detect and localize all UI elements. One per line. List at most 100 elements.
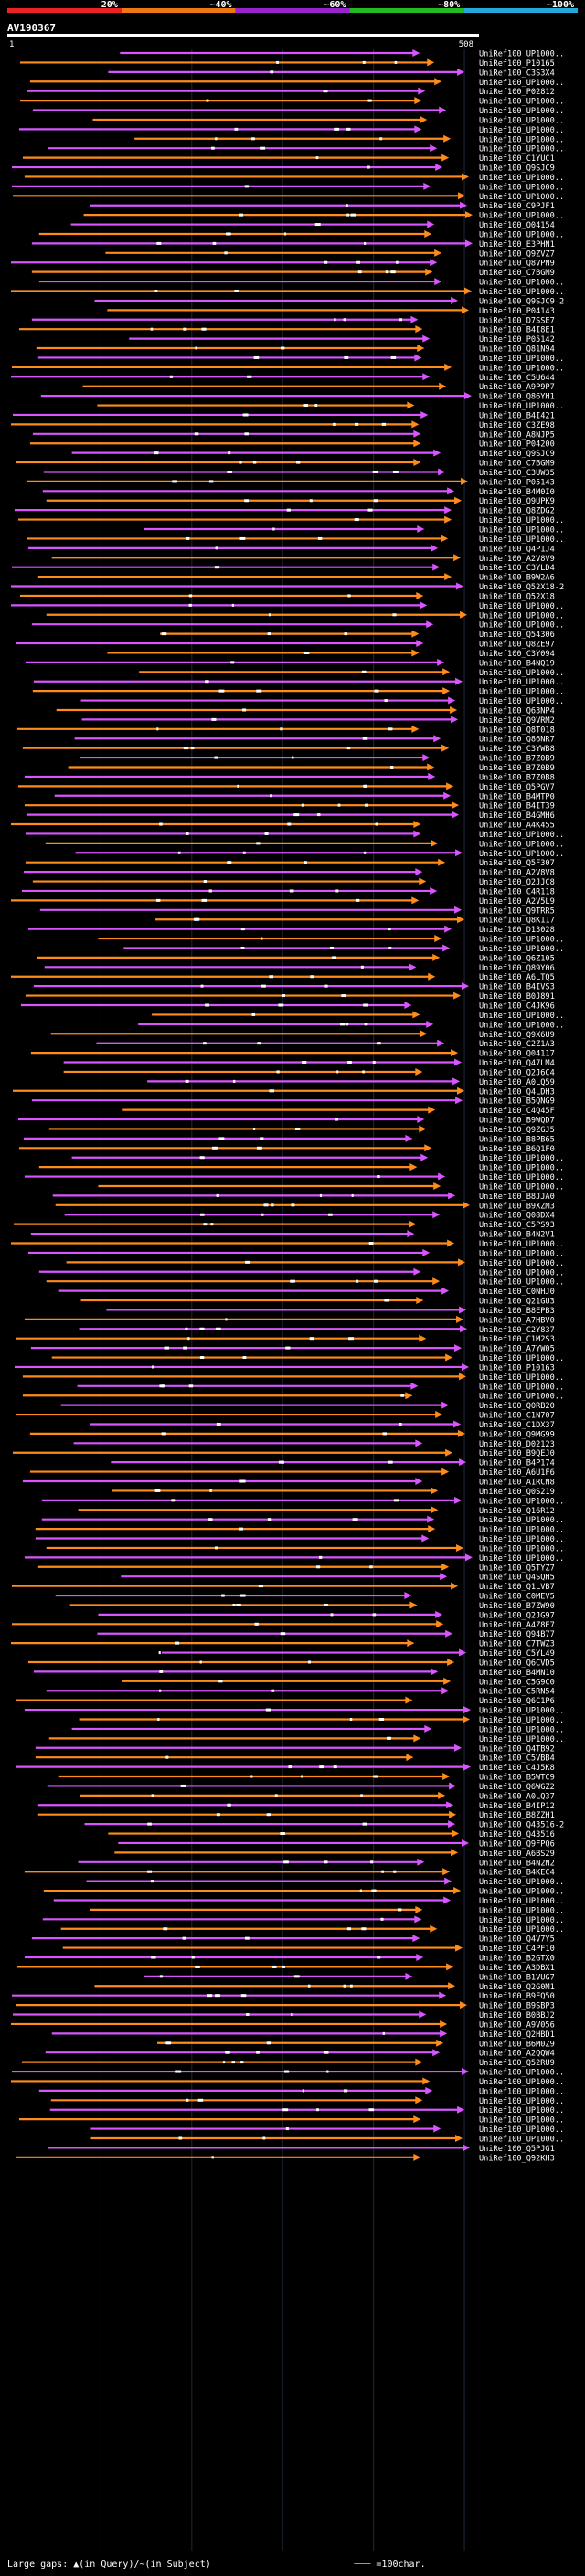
- gap-marker: [367, 508, 373, 512]
- hit-row: UniRef100_B7Z0B8: [24, 772, 555, 782]
- hit-arrow-icon: [411, 725, 420, 733]
- hit-row: UniRef100_B5WTC9: [58, 1773, 555, 1783]
- hit-label: UniRef100_B7Z0B8: [479, 773, 555, 782]
- hit-label: UniRef100_UP1000..: [479, 621, 564, 631]
- hit-label: UniRef100_Q54306: [479, 631, 555, 640]
- gap-marker: [346, 747, 351, 750]
- hit-arrow-icon: [438, 858, 446, 866]
- gap-marker: [150, 327, 154, 331]
- gap-marker: [183, 327, 187, 331]
- hit-arrow-icon: [410, 315, 419, 323]
- hit-arrow-icon: [446, 1801, 454, 1809]
- hit-label: UniRef100_UP1000..: [479, 688, 564, 697]
- legend-color-segment: [235, 8, 350, 13]
- hit-arrow-icon: [441, 1687, 450, 1695]
- gap-marker: [283, 232, 287, 236]
- hit-row: UniRef100_C3S3X4: [108, 68, 555, 78]
- gap-marker: [200, 984, 204, 988]
- hit-arrow-icon: [417, 345, 425, 353]
- hit-row: UniRef100_B9XZM3: [55, 1201, 555, 1211]
- hit-label: UniRef100_UP1000..: [479, 1916, 564, 1925]
- hit-row: UniRef100_B8PB65: [23, 1134, 555, 1144]
- gap-marker: [208, 480, 214, 483]
- gap-marker: [156, 898, 161, 902]
- hit-row: UniRef100_B4MTP0: [54, 791, 555, 801]
- hit-row: UniRef100_Q9UPK9: [46, 496, 555, 506]
- hit-arrow-icon: [452, 1077, 461, 1086]
- gap-marker: [337, 803, 341, 807]
- hit-row: UniRef100_UP1000..: [24, 1706, 564, 1716]
- hit-arrow-icon: [435, 164, 443, 172]
- gap-marker: [285, 1346, 291, 1350]
- hit-label: UniRef100_UP1000..: [479, 516, 564, 525]
- gap-marker: [199, 1327, 205, 1330]
- hit-row: UniRef100_B7Z0B9: [80, 754, 555, 764]
- footer: Large gaps: ▲(in Query)/~(in Subject) ──…: [7, 2560, 426, 2570]
- hit-row: UniRef100_A0LQ37: [80, 1791, 555, 1801]
- hit-label: UniRef100_B4N2V1: [479, 1231, 555, 1240]
- gap-marker: [309, 499, 313, 503]
- gap-marker: [240, 946, 245, 949]
- hit-label: UniRef100_C3Y094: [479, 650, 555, 659]
- gap-marker: [399, 1422, 402, 1426]
- hit-row: UniRef100_Q08DX4: [64, 1211, 555, 1221]
- hit-label: UniRef100_Q52X18-2: [479, 583, 564, 592]
- hit-arrow-icon: [433, 735, 441, 743]
- hit-label: UniRef100_UP1000..: [479, 2069, 564, 2078]
- hit-row: UniRef100_UP1000..: [90, 1905, 564, 1915]
- hit-label: UniRef100_A2V5L9: [479, 897, 555, 906]
- legend-label: ~100%: [547, 0, 574, 10]
- gap-marker: [266, 1813, 271, 1817]
- gap-marker: [324, 984, 328, 988]
- hit-arrow-icon: [415, 325, 423, 334]
- gap-marker: [157, 1718, 160, 1721]
- gap-marker: [329, 946, 335, 949]
- query-ruler: [7, 34, 479, 37]
- hit-label: UniRef100_UP1000..: [479, 1906, 564, 1915]
- hit-row: UniRef100_P10165: [19, 58, 555, 69]
- gap-marker: [373, 1775, 378, 1778]
- gap-marker: [362, 737, 368, 740]
- hit-row: UniRef100_Q9SJC9: [71, 449, 555, 459]
- gap-marker: [186, 832, 189, 835]
- gap-marker: [282, 994, 285, 998]
- hit-label: UniRef100_C5YL49: [479, 1649, 555, 1659]
- hit-row: UniRef100_E3PHN1: [31, 239, 555, 249]
- gap-marker: [388, 946, 392, 949]
- hit-row: UniRef100_P04200: [29, 440, 555, 450]
- hit-label: UniRef100_B4IT39: [479, 802, 555, 811]
- gap-marker: [283, 1860, 289, 1864]
- hit-arrow-icon: [438, 1172, 446, 1181]
- hit-label: UniRef100_Q2JJC8: [479, 878, 555, 887]
- hit-arrow-icon: [448, 1820, 456, 1829]
- hit-label: UniRef100_UP1000..: [479, 1249, 564, 1258]
- hit-label: UniRef100_UP1000..: [479, 1516, 564, 1525]
- hit-arrow-icon: [462, 2068, 470, 2076]
- gap-marker: [343, 318, 346, 322]
- hit-arrow-icon: [447, 1239, 455, 1247]
- hit-label: UniRef100_B9XZM3: [479, 1202, 555, 1211]
- hit-arrow-icon: [464, 287, 473, 295]
- gap-marker: [271, 1203, 274, 1207]
- gap-marker: [330, 1613, 334, 1617]
- gap-marker: [188, 594, 193, 598]
- gap-marker: [262, 2136, 266, 2140]
- hit-row: UniRef100_B1VUG7: [144, 1972, 555, 1982]
- gap-marker: [163, 1927, 168, 1931]
- gap-marker: [388, 928, 391, 931]
- hit-row: UniRef100_Q52X18-2: [11, 582, 564, 592]
- hit-arrow-icon: [440, 2019, 448, 2028]
- hit-arrow-icon: [441, 1401, 450, 1409]
- hit-row: UniRef100_Q9TRR5: [39, 906, 555, 916]
- hit-arrow-icon: [436, 1620, 444, 1628]
- hit-arrow-icon: [411, 896, 420, 905]
- gap-marker: [281, 346, 285, 350]
- hit-arrow-icon: [432, 953, 441, 961]
- gaps-legend: Large gaps: ▲(in Query)/~(in Subject): [7, 2560, 211, 2570]
- gap-marker: [319, 1765, 324, 1769]
- gap-marker: [334, 127, 340, 131]
- hit-arrow-icon: [462, 1362, 470, 1371]
- hit-row: UniRef100_C4JK96: [20, 1002, 555, 1012]
- gap-marker: [287, 822, 292, 826]
- hit-label: UniRef100_Q08DX4: [479, 1212, 555, 1221]
